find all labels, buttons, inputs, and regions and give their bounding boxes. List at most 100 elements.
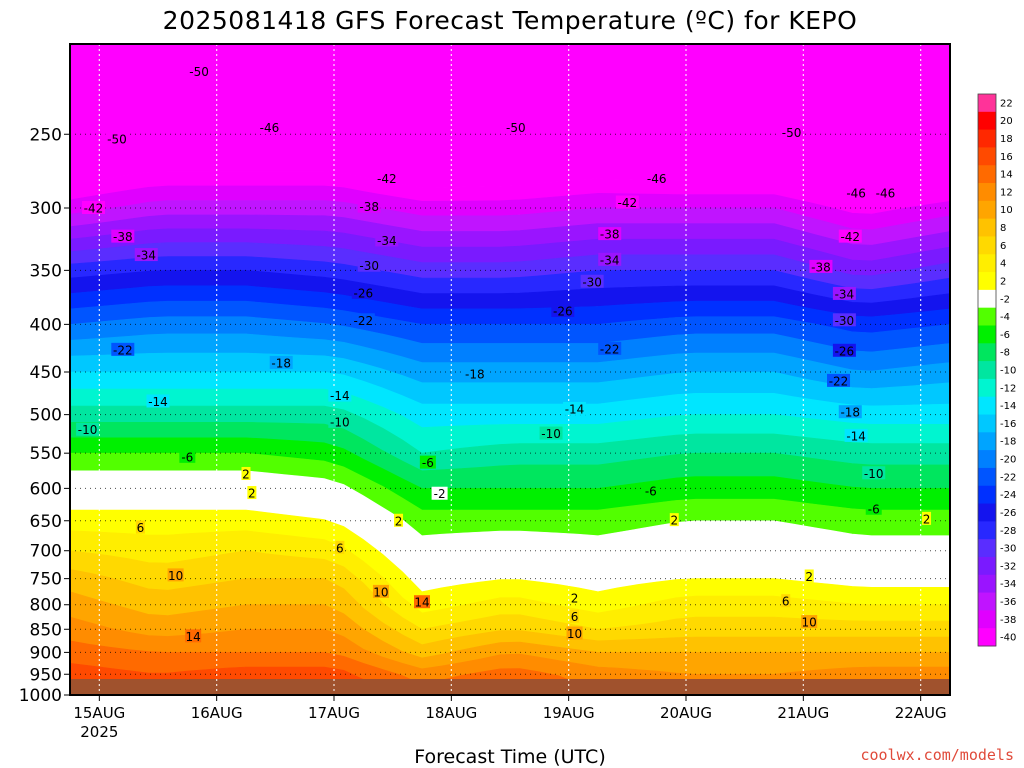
contour-label: 2 xyxy=(571,592,579,606)
y-tick-label: 400 xyxy=(30,315,62,335)
colorbar-label: -2 xyxy=(1000,294,1010,305)
colorbar-swatch xyxy=(978,147,996,166)
contour-label: -14 xyxy=(148,395,168,409)
contour-label: 2 xyxy=(670,514,678,528)
contour-label-bg xyxy=(801,615,818,629)
contour-label-bg xyxy=(504,120,528,134)
contour-label: -22 xyxy=(113,343,133,357)
colorbar-label: 10 xyxy=(1000,205,1013,216)
x-tick-label: 18AUG xyxy=(425,704,477,722)
y-tick-label: 700 xyxy=(30,542,62,562)
contour-label: -18 xyxy=(271,356,291,370)
colorbar-swatch xyxy=(978,343,996,362)
colorbar-swatch xyxy=(978,111,996,131)
contour-label: -34 xyxy=(600,253,620,267)
contour-label-bg xyxy=(357,199,381,213)
contour-label: -50 xyxy=(107,133,127,147)
contour-label: -46 xyxy=(647,172,667,186)
contour-label: -46 xyxy=(846,186,866,200)
contour-label-bg xyxy=(241,466,251,480)
colorbar-label: 4 xyxy=(1000,259,1006,270)
colorbar-label: -22 xyxy=(1000,472,1016,483)
contour-label: -26 xyxy=(354,286,374,300)
colorbar-swatch xyxy=(978,414,996,433)
contour-label: -38 xyxy=(600,228,620,242)
contour-label: -10 xyxy=(864,467,884,481)
contour-label: -30 xyxy=(359,259,379,273)
contour-label-bg xyxy=(539,426,563,440)
colorbar-label: -6 xyxy=(1000,330,1010,341)
colorbar-label: -38 xyxy=(1000,615,1016,626)
y-axis: 250 300 350 400 450 500 550 600 650 700 750 800 850 9… xyxy=(19,125,70,706)
plot-area: -50-50-46 -50 -50-42 -46-46 -46-42 -38 -42-38-… xyxy=(37,44,950,695)
colorbar-swatch xyxy=(978,485,996,505)
contour-label-bg xyxy=(269,355,293,369)
contour-label-bg xyxy=(781,594,791,608)
chart-title: 2025081418 GFS Forecast Temperature (ºC)… xyxy=(163,6,858,35)
contour-label: -46 xyxy=(876,186,896,200)
colorbar-swatch xyxy=(978,183,996,202)
contour-label-bg xyxy=(167,568,184,582)
colorbar-label: 8 xyxy=(1000,223,1006,234)
colorbar-swatch xyxy=(978,200,996,220)
contour-label: -34 xyxy=(136,249,156,263)
contour-label-bg xyxy=(570,609,580,623)
contour-label-bg xyxy=(372,584,389,598)
contour-label: 14 xyxy=(186,630,201,644)
contour-label: -50 xyxy=(189,65,209,79)
colorbar-swatch xyxy=(978,432,996,451)
contour-label: 14 xyxy=(414,596,429,610)
contour-label-bg xyxy=(570,591,580,605)
colorbar: 22 20 18 16 14 12 10 8 6 4 2 -2 -4 -6 -8 -10 -12 -14 -16 -1… xyxy=(977,93,1016,647)
contour-label-bg xyxy=(922,511,932,525)
contour-label: -14 xyxy=(330,389,350,403)
colorbar-swatch xyxy=(978,94,996,113)
colorbar-label: 2 xyxy=(1000,276,1006,287)
contour-label-bg xyxy=(335,540,345,554)
contour-label-bg xyxy=(832,313,856,327)
y-tick-label: 600 xyxy=(30,479,62,499)
colorbar-label: -20 xyxy=(1000,455,1016,466)
colorbar-label: 16 xyxy=(1000,152,1013,163)
y-tick-label: 1000 xyxy=(19,686,62,706)
contour-label-bg xyxy=(375,171,399,185)
colorbar-label: -10 xyxy=(1000,366,1016,377)
colorbar-swatch xyxy=(978,378,996,398)
colorbar-label: -12 xyxy=(1000,383,1016,394)
contour-label-bg xyxy=(179,449,196,463)
contour-label: 6 xyxy=(137,521,145,535)
y-tick-label: 300 xyxy=(30,199,62,219)
contour-label-bg xyxy=(838,229,862,243)
colorbar-swatch xyxy=(978,521,996,540)
colorbar-swatch xyxy=(978,361,996,380)
contour-label-bg xyxy=(832,286,856,300)
contour-label: -30 xyxy=(37,283,57,297)
x-tick-label: 16AUG xyxy=(191,704,243,722)
contour-label-bg xyxy=(780,125,804,139)
colorbar-swatch xyxy=(978,450,996,469)
contour-label-bg xyxy=(414,595,430,609)
contour-label: -42 xyxy=(84,202,104,216)
contour-label-bg xyxy=(111,342,135,356)
contour-label: 2 xyxy=(923,512,931,526)
contour-label: -18 xyxy=(840,406,860,420)
colorbar-label: -36 xyxy=(1000,597,1016,608)
y-tick-label: 550 xyxy=(30,444,62,464)
contour-label-bg xyxy=(598,227,622,241)
contour-label: -38 xyxy=(113,230,133,244)
contour-label-bg xyxy=(185,629,202,643)
colorbar-swatch xyxy=(978,254,996,273)
contour-label-bg xyxy=(105,132,129,146)
contour-label-bg xyxy=(394,513,404,527)
contour-label: -10 xyxy=(330,415,350,429)
contour-label: 6 xyxy=(571,610,579,624)
colorbar-swatch xyxy=(978,218,996,237)
colorbar-label: -28 xyxy=(1000,526,1016,537)
colorbar-swatch xyxy=(978,467,996,487)
colorbar-swatch xyxy=(978,556,996,576)
y-tick-label: 450 xyxy=(30,363,62,383)
contour-label: -6 xyxy=(645,485,657,499)
contour-label: -30 xyxy=(582,275,602,289)
contour-label-bg xyxy=(81,201,105,215)
credit-link[interactable]: coolwx.com/models xyxy=(860,746,1014,764)
